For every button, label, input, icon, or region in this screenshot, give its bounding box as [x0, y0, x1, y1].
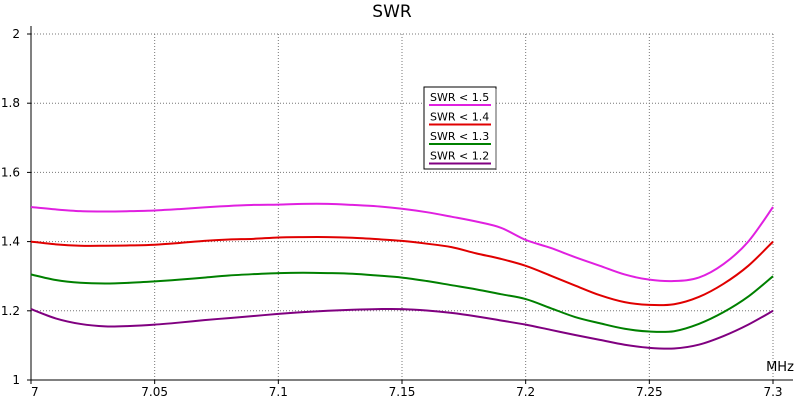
y-tick-label: 2: [12, 27, 20, 41]
series-lines: [30, 202, 774, 350]
chart-title: SWR: [372, 2, 412, 22]
series-line-4: [30, 307, 774, 350]
x-tick-label: 7.25: [636, 385, 663, 399]
x-tick-label: 7.2: [516, 385, 535, 399]
x-tick-label: 7: [31, 385, 39, 399]
x-tick-label: 7.15: [389, 385, 416, 399]
legend-label: SWR < 1.2: [430, 150, 489, 163]
x-tick-label: 7.05: [141, 385, 168, 399]
y-tick-label: 1.4: [1, 235, 20, 249]
grid: [31, 33, 774, 380]
y-tick-label: 1: [12, 373, 20, 387]
x-tick-label: 7.3: [763, 385, 782, 399]
legend-label: SWR < 1.5: [430, 91, 489, 104]
series-line-3: [30, 271, 774, 334]
y-tick-labels: 1 1.2 1.4 1.6 1.8 2: [1, 27, 20, 387]
legend: SWR < 1.5 SWR < 1.4 SWR < 1.3 SWR < 1.2: [423, 86, 497, 170]
axes: [27, 26, 793, 384]
y-tick-label: 1.6: [1, 165, 20, 179]
legend-label: SWR < 1.3: [430, 130, 489, 143]
series-line-1: [30, 202, 774, 283]
y-tick-label: 1.8: [1, 96, 20, 110]
legend-label: SWR < 1.4: [430, 111, 489, 124]
series-line-2: [30, 236, 774, 307]
y-tick-label: 1.2: [1, 304, 20, 318]
x-tick-labels: 7 7.05 7.1 7.15 7.2 7.25 7.3: [31, 385, 783, 399]
x-axis-unit-label: MHz: [766, 360, 794, 375]
x-tick-label: 7.1: [269, 385, 288, 399]
